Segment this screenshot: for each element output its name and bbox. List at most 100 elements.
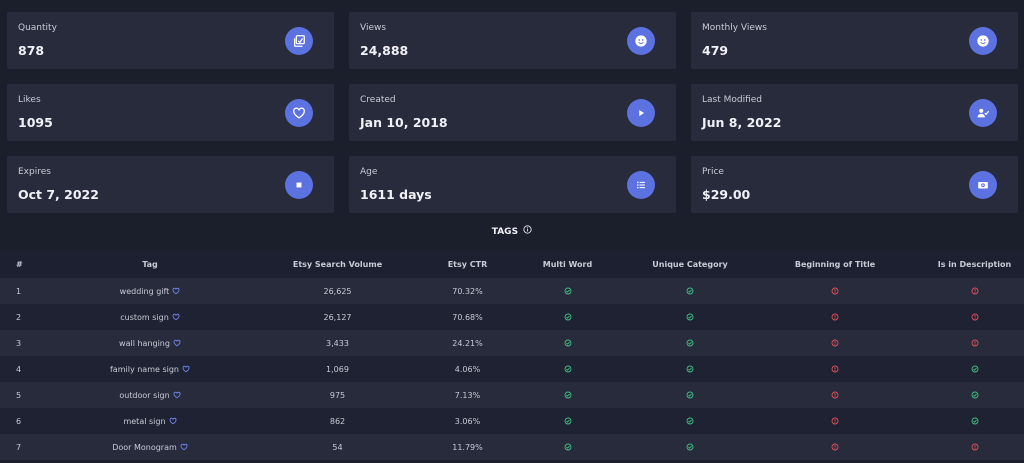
unique-category-cell bbox=[635, 382, 745, 408]
stat-card-price: Price $29.00 bbox=[691, 156, 1018, 213]
row-number: 3 bbox=[16, 338, 22, 348]
stat-label: Monthly Views bbox=[702, 23, 767, 33]
header-in-description: Is in Description bbox=[937, 259, 1012, 269]
stat-value: 1095 bbox=[18, 115, 53, 130]
check-circle-icon bbox=[564, 339, 572, 347]
check-circle-icon bbox=[564, 391, 572, 399]
stat-card-expires: Expires Oct 7, 2022 bbox=[7, 156, 334, 213]
alert-circle-icon bbox=[831, 391, 839, 399]
unique-category-cell bbox=[635, 278, 745, 304]
heart-icon[interactable] bbox=[172, 313, 180, 321]
heart-icon[interactable] bbox=[173, 391, 181, 399]
heart-icon[interactable] bbox=[180, 443, 188, 451]
check-circle-icon bbox=[564, 443, 572, 451]
in-description-cell bbox=[925, 330, 1024, 356]
table-header-row: # Tag Etsy Search Volume Etsy CTR Multi … bbox=[0, 250, 1024, 278]
header-unique-category: Unique Category bbox=[652, 259, 728, 269]
beginning-of-title-cell bbox=[745, 382, 925, 408]
beginning-of-title-cell bbox=[745, 356, 925, 382]
check-circle-icon bbox=[686, 287, 694, 295]
unique-category-cell bbox=[635, 356, 745, 382]
tags-table: # Tag Etsy Search Volume Etsy CTR Multi … bbox=[0, 250, 1024, 460]
table-row: 4 family name sign 1,069 4.06% bbox=[0, 356, 1024, 382]
list-icon bbox=[627, 171, 655, 199]
check-circle-icon bbox=[564, 365, 572, 373]
tag-cell: Door Monogram bbox=[60, 434, 240, 460]
check-circle-icon bbox=[564, 287, 572, 295]
ctr-cell: 24.21% bbox=[452, 338, 483, 348]
stat-card-quantity: Quantity 878 bbox=[7, 12, 334, 69]
header-multi-word: Multi Word bbox=[542, 259, 593, 269]
stat-value: Jun 8, 2022 bbox=[702, 115, 782, 130]
unique-category-cell bbox=[635, 330, 745, 356]
copy-icon bbox=[285, 27, 313, 55]
ctr-cell: 11.79% bbox=[452, 442, 483, 452]
money-icon bbox=[969, 171, 997, 199]
alert-circle-icon bbox=[831, 287, 839, 295]
header-ctr: Etsy CTR bbox=[447, 259, 488, 269]
ctr-cell: 70.68% bbox=[452, 312, 483, 322]
multi-word-cell bbox=[500, 434, 635, 460]
tag-cell: wall hanging bbox=[60, 330, 240, 356]
stat-label: Likes bbox=[18, 95, 41, 105]
stat-card-created: Created Jan 10, 2018 bbox=[349, 84, 676, 141]
in-description-cell bbox=[925, 278, 1024, 304]
alert-circle-icon bbox=[971, 313, 979, 321]
tag-name: custom sign bbox=[120, 312, 169, 322]
heart-icon[interactable] bbox=[173, 339, 181, 347]
heart-icon[interactable] bbox=[182, 365, 190, 373]
stat-card-likes: Likes 1095 bbox=[7, 84, 334, 141]
tag-cell: metal sign bbox=[60, 408, 240, 434]
beginning-of-title-cell bbox=[745, 278, 925, 304]
heart-icon[interactable] bbox=[169, 417, 177, 425]
alert-circle-icon bbox=[831, 365, 839, 373]
stat-label: Quantity bbox=[18, 23, 57, 33]
smile-icon bbox=[627, 27, 655, 55]
stat-value: Jan 10, 2018 bbox=[360, 115, 448, 130]
stat-value: $29.00 bbox=[702, 187, 751, 202]
table-row: 6 metal sign 862 3.06% bbox=[0, 408, 1024, 434]
ctr-cell: 4.06% bbox=[454, 364, 481, 374]
row-number: 7 bbox=[16, 442, 22, 452]
stop-icon bbox=[285, 171, 313, 199]
header-beginning-of-title: Beginning of Title bbox=[794, 259, 876, 269]
check-circle-icon bbox=[686, 443, 694, 451]
alert-circle-icon bbox=[831, 417, 839, 425]
tag-name: metal sign bbox=[123, 416, 166, 426]
multi-word-cell bbox=[500, 408, 635, 434]
row-number: 5 bbox=[16, 390, 22, 400]
search-volume-cell: 26,127 bbox=[323, 312, 352, 322]
play-icon bbox=[627, 99, 655, 127]
tags-section-title: TAGS bbox=[0, 225, 1024, 237]
heart-icon[interactable] bbox=[172, 287, 180, 295]
info-icon[interactable] bbox=[523, 225, 532, 234]
alert-circle-icon bbox=[971, 443, 979, 451]
tag-cell: custom sign bbox=[60, 304, 240, 330]
tag-name: wedding gift bbox=[119, 286, 170, 296]
alert-circle-icon bbox=[831, 339, 839, 347]
in-description-cell bbox=[925, 356, 1024, 382]
stat-value: 878 bbox=[18, 43, 45, 58]
stat-card-views: Views 24,888 bbox=[349, 12, 676, 69]
smile-icon bbox=[969, 27, 997, 55]
tag-name: outdoor sign bbox=[119, 390, 170, 400]
table-row: 5 outdoor sign 975 7.13% bbox=[0, 382, 1024, 408]
alert-circle-icon bbox=[971, 339, 979, 347]
multi-word-cell bbox=[500, 278, 635, 304]
search-volume-cell: 54 bbox=[332, 442, 343, 452]
beginning-of-title-cell bbox=[745, 434, 925, 460]
stat-card-last-modified: Last Modified Jun 8, 2022 bbox=[691, 84, 1018, 141]
alert-circle-icon bbox=[831, 313, 839, 321]
alert-circle-icon bbox=[971, 287, 979, 295]
in-description-cell bbox=[925, 408, 1024, 434]
beginning-of-title-cell bbox=[745, 408, 925, 434]
stat-card-monthly-views: Monthly Views 479 bbox=[691, 12, 1018, 69]
beginning-of-title-cell bbox=[745, 304, 925, 330]
check-circle-icon bbox=[564, 313, 572, 321]
row-number: 6 bbox=[16, 416, 22, 426]
tag-name: wall hanging bbox=[119, 338, 170, 348]
stat-label: Views bbox=[360, 23, 387, 33]
heart-icon bbox=[285, 99, 313, 127]
unique-category-cell bbox=[635, 408, 745, 434]
search-volume-cell: 3,433 bbox=[326, 338, 349, 348]
